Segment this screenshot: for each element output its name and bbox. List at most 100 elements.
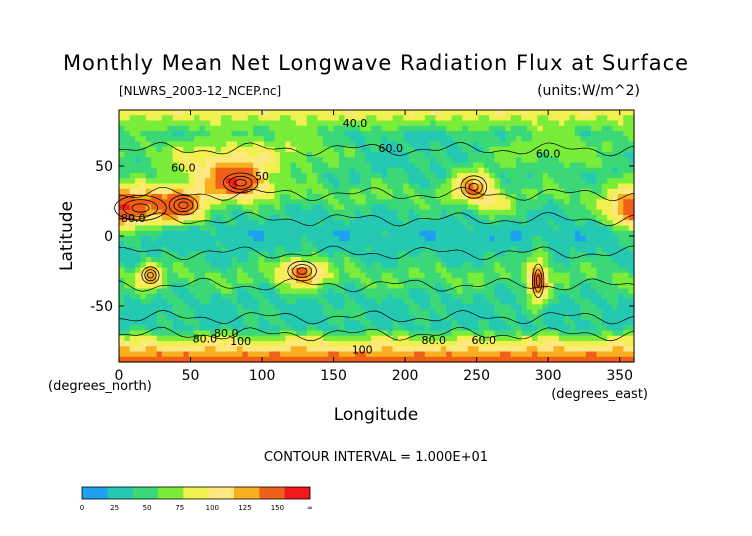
heatmap-cell: [247, 236, 254, 242]
heatmap-cell: [435, 283, 442, 290]
heatmap-cell: [515, 272, 522, 279]
heatmap-cell: [156, 178, 163, 185]
heatmap-cell: [269, 146, 276, 153]
heatmap-cell: [548, 278, 555, 284]
heatmap-cell: [360, 283, 367, 290]
heatmap-cell: [505, 157, 512, 164]
heatmap-cell: [558, 225, 565, 232]
heatmap-cell: [338, 120, 345, 127]
heatmap-cell: [499, 194, 506, 200]
heatmap-cell: [317, 330, 324, 337]
heatmap-cell: [483, 272, 490, 279]
heatmap-cell: [580, 293, 587, 300]
heatmap-cell: [167, 136, 174, 143]
heatmap-cell: [596, 188, 603, 195]
heatmap-cell: [526, 215, 533, 221]
heatmap-cell: [462, 335, 469, 342]
heatmap-cell: [564, 267, 571, 274]
heatmap-cell: [430, 188, 437, 195]
heatmap-cell: [446, 230, 453, 237]
heatmap-cell: [574, 141, 581, 148]
heatmap-cell: [253, 215, 260, 221]
heatmap-cell: [553, 188, 560, 195]
heatmap-cell: [451, 120, 458, 127]
heatmap-cell: [301, 178, 308, 185]
heatmap-cell: [537, 115, 544, 122]
heatmap-cell: [237, 293, 243, 300]
heatmap-cell: [279, 215, 286, 221]
heatmap-cell: [456, 194, 463, 200]
heatmap-cell: [446, 283, 453, 290]
heatmap-cell: [365, 194, 372, 200]
heatmap-cell: [210, 309, 217, 316]
heatmap-cell: [585, 304, 592, 311]
heatmap-cell: [537, 320, 544, 326]
heatmap-cell: [408, 110, 415, 116]
heatmap-cell: [140, 136, 147, 143]
heatmap-cell: [612, 230, 619, 237]
heatmap-cell: [414, 272, 421, 279]
heatmap-cell: [279, 346, 286, 353]
heatmap-cell: [226, 199, 233, 206]
heatmap-cell: [478, 320, 485, 326]
heatmap-cell: [569, 267, 576, 274]
heatmap-cell: [371, 314, 378, 321]
heatmap-cell: [333, 330, 340, 337]
heatmap-cell: [462, 157, 469, 164]
heatmap-cell: [414, 325, 421, 332]
heatmap-cell: [462, 178, 469, 185]
heatmap-cell: [194, 167, 201, 174]
heatmap-cell: [628, 314, 635, 321]
heatmap-cell: [526, 162, 533, 169]
heatmap-cell: [601, 141, 608, 148]
heatmap-cell: [553, 204, 560, 211]
heatmap-cell: [483, 141, 490, 148]
heatmap-cell: [456, 230, 463, 237]
heatmap-cell: [172, 230, 179, 237]
heatmap-cell: [596, 141, 603, 148]
heatmap-cell: [430, 136, 437, 143]
heatmap-cell: [596, 288, 603, 295]
heatmap-cell: [274, 351, 281, 358]
heatmap-cell: [151, 320, 158, 326]
heatmap-cell: [526, 141, 533, 148]
heatmap-cell: [376, 314, 383, 321]
heatmap-cell: [333, 110, 340, 116]
heatmap-cell: [607, 152, 614, 158]
heatmap-cell: [247, 115, 254, 122]
heatmap-cell: [381, 325, 388, 332]
heatmap-cell: [494, 188, 501, 195]
heatmap-cell: [462, 320, 469, 326]
heatmap-cell: [156, 183, 163, 190]
colorbar-swatch: [132, 487, 159, 499]
heatmap-cell: [424, 251, 431, 258]
heatmap-cell: [537, 110, 544, 116]
heatmap-cell: [161, 262, 168, 269]
heatmap-cell: [462, 351, 469, 358]
heatmap-cell: [188, 125, 195, 132]
heatmap-cell: [387, 194, 394, 200]
heatmap-cell: [505, 115, 512, 122]
heatmap-cell: [607, 288, 614, 295]
heatmap-cell: [510, 314, 517, 321]
heatmap-cell: [419, 314, 426, 321]
heatmap-cell: [483, 110, 490, 116]
heatmap-cell: [414, 173, 421, 179]
heatmap-cell: [290, 241, 297, 248]
heatmap-cell: [199, 283, 206, 290]
heatmap-cell: [494, 183, 501, 190]
heatmap-cell: [510, 173, 517, 179]
heatmap-cell: [478, 183, 485, 190]
heatmap-cell: [478, 251, 485, 258]
heatmap-cell: [355, 209, 361, 216]
heatmap-cell: [537, 341, 544, 347]
heatmap-cell: [548, 173, 555, 179]
heatmap-cell: [564, 251, 571, 258]
heatmap-cell: [435, 330, 442, 337]
heatmap-cell: [312, 309, 319, 316]
heatmap-cell: [156, 188, 163, 195]
heatmap-cell: [462, 272, 469, 279]
heatmap-cell: [473, 157, 480, 164]
heatmap-cell: [349, 283, 356, 290]
heatmap-cell: [333, 194, 340, 200]
